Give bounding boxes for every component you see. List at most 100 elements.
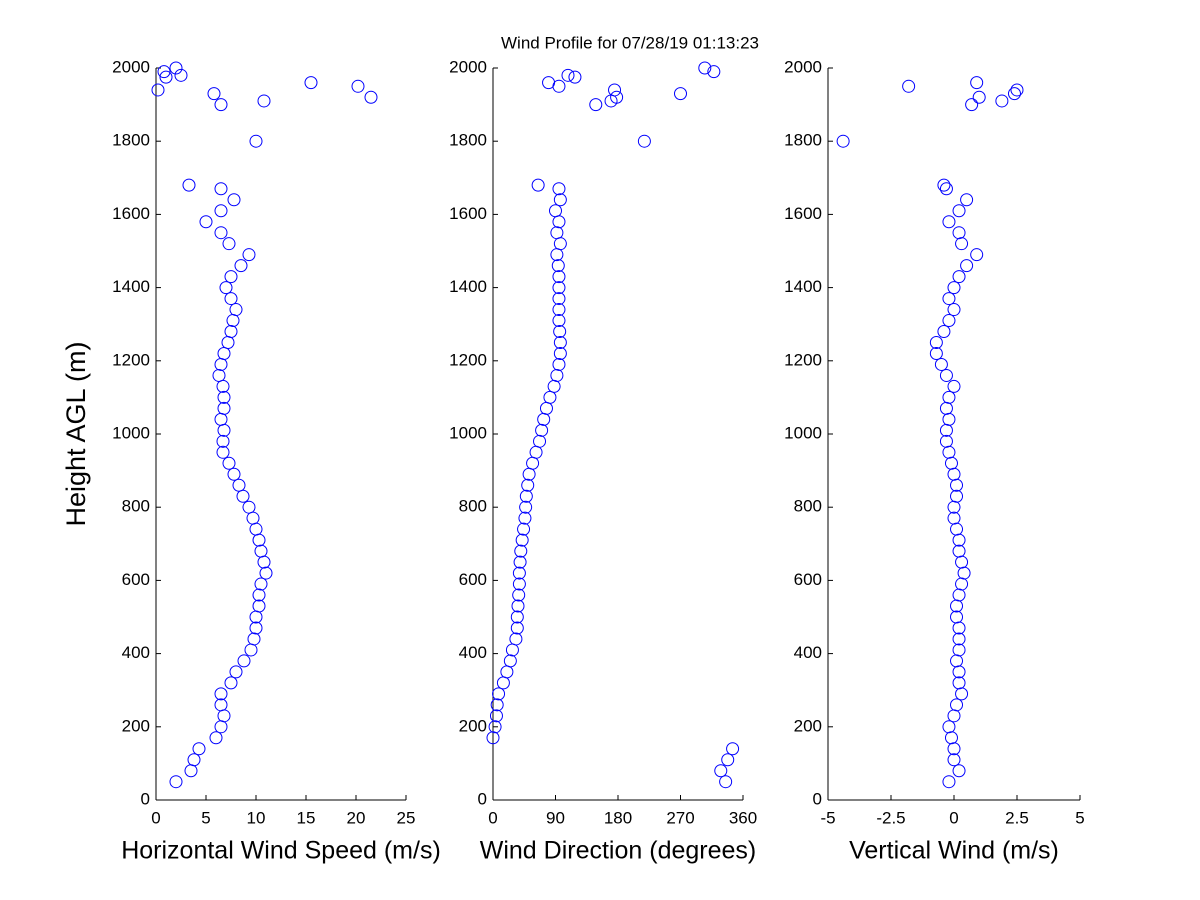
y-tick-label: 200 xyxy=(122,716,150,735)
data-point xyxy=(207,87,221,101)
data-point xyxy=(942,292,956,306)
y-axis-label: Height AGL (m) xyxy=(61,341,91,526)
data-point xyxy=(553,346,567,360)
y-tick-label: 1400 xyxy=(449,277,487,296)
data-point xyxy=(174,68,188,82)
x-tick-label: 20 xyxy=(347,808,366,827)
data-point xyxy=(972,90,986,104)
y-tick-label: 1400 xyxy=(112,277,150,296)
data-point xyxy=(214,204,228,218)
data-point xyxy=(995,94,1009,108)
data-point xyxy=(552,314,566,328)
data-point xyxy=(519,489,533,503)
data-point xyxy=(947,511,961,525)
data-point xyxy=(214,698,228,712)
y-tick-label: 1800 xyxy=(784,131,822,150)
data-point xyxy=(1007,87,1021,101)
x-tick-label: 2.5 xyxy=(1005,808,1029,827)
x-tick-label: 5 xyxy=(201,808,210,827)
data-point xyxy=(552,281,566,295)
data-point xyxy=(553,336,567,349)
data-point xyxy=(952,676,966,690)
data-point xyxy=(952,204,966,218)
data-point xyxy=(222,237,236,251)
data-point xyxy=(209,731,223,745)
y-tick-label: 400 xyxy=(459,643,487,662)
figure-title: Wind Profile for 07/28/19 01:13:23 xyxy=(501,33,759,52)
data-point xyxy=(942,215,956,229)
data-point xyxy=(952,764,966,778)
y-tick-label: 1400 xyxy=(784,277,822,296)
data-point xyxy=(947,281,961,295)
data-point xyxy=(304,76,318,90)
data-point xyxy=(234,259,248,273)
data-point xyxy=(199,215,213,229)
data-point xyxy=(510,621,524,635)
x-tick-label: 25 xyxy=(397,808,416,827)
data-point xyxy=(552,292,566,306)
y-tick-label: 800 xyxy=(794,497,822,516)
data-point xyxy=(159,70,173,84)
y-tick-label: 2000 xyxy=(112,57,150,76)
x-tick-label: 270 xyxy=(666,808,694,827)
data-point xyxy=(257,94,271,108)
x-tick-label: 10 xyxy=(247,808,266,827)
y-tick-label: 1600 xyxy=(112,204,150,223)
data-point xyxy=(217,401,231,415)
data-point xyxy=(902,79,916,93)
data-point xyxy=(552,303,566,317)
data-point xyxy=(364,90,378,104)
data-point xyxy=(247,632,261,646)
y-tick-label: 1200 xyxy=(112,350,150,369)
data-point xyxy=(510,610,524,624)
data-point xyxy=(187,753,201,767)
data-point xyxy=(553,193,567,207)
data-point xyxy=(942,390,956,404)
data-point xyxy=(514,544,528,558)
data-point xyxy=(351,79,365,93)
data-point xyxy=(947,303,961,317)
data-point xyxy=(249,134,263,148)
data-point xyxy=(952,544,966,558)
x-tick-label: 0 xyxy=(488,808,497,827)
data-point xyxy=(259,566,273,580)
y-tick-label: 0 xyxy=(813,789,822,808)
data-point xyxy=(512,566,526,580)
y-tick-label: 200 xyxy=(459,716,487,735)
data-point xyxy=(937,325,951,339)
data-point xyxy=(229,303,243,317)
data-point xyxy=(929,336,943,349)
data-point xyxy=(517,522,531,536)
data-point xyxy=(486,731,500,745)
y-tick-label: 400 xyxy=(122,643,150,662)
data-point xyxy=(227,193,241,207)
data-point xyxy=(512,577,526,591)
x-tick-label: 90 xyxy=(546,808,565,827)
y-tick-label: 1200 xyxy=(449,350,487,369)
y-tick-label: 0 xyxy=(478,789,487,808)
data-point xyxy=(169,775,183,789)
x-tick-label: 15 xyxy=(297,808,316,827)
data-point xyxy=(552,357,566,371)
data-point xyxy=(254,544,268,558)
data-point xyxy=(515,533,529,547)
data-point xyxy=(512,588,526,602)
y-tick-label: 1000 xyxy=(112,423,150,442)
y-tick-label: 800 xyxy=(122,497,150,516)
y-tick-label: 1000 xyxy=(784,423,822,442)
data-point xyxy=(947,379,961,393)
data-point xyxy=(511,599,525,613)
data-point xyxy=(707,65,721,79)
y-tick-label: 200 xyxy=(794,716,822,735)
data-point xyxy=(561,68,575,82)
data-point xyxy=(229,665,243,679)
x-tick-label: 5 xyxy=(1075,808,1084,827)
y-tick-label: 0 xyxy=(141,789,150,808)
data-point xyxy=(714,764,728,778)
data-point xyxy=(952,270,966,284)
data-point xyxy=(608,83,622,97)
x-tick-label: 180 xyxy=(604,808,632,827)
data-point xyxy=(610,90,624,104)
data-point xyxy=(249,621,263,635)
data-point xyxy=(490,698,504,712)
